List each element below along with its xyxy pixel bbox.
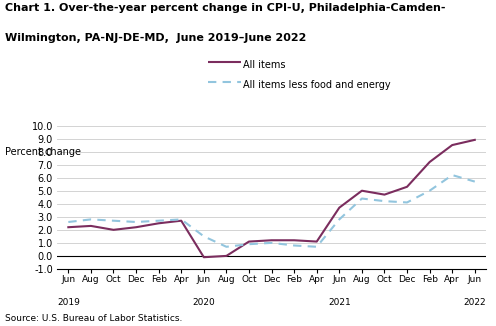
Text: 2022: 2022 xyxy=(463,298,486,307)
Text: 2020: 2020 xyxy=(192,298,215,307)
Text: All items less food and energy: All items less food and energy xyxy=(243,80,391,90)
Text: Wilmington, PA-NJ-DE-MD,  June 2019–June 2022: Wilmington, PA-NJ-DE-MD, June 2019–June … xyxy=(5,33,307,43)
Text: All items: All items xyxy=(243,60,286,70)
Text: Chart 1. Over-the-year percent change in CPI-U, Philadelphia-Camden-: Chart 1. Over-the-year percent change in… xyxy=(5,3,445,13)
Text: 2019: 2019 xyxy=(57,298,80,307)
Text: Percent change: Percent change xyxy=(5,147,81,157)
Text: 2021: 2021 xyxy=(328,298,351,307)
Text: Source: U.S. Bureau of Labor Statistics.: Source: U.S. Bureau of Labor Statistics. xyxy=(5,314,183,323)
